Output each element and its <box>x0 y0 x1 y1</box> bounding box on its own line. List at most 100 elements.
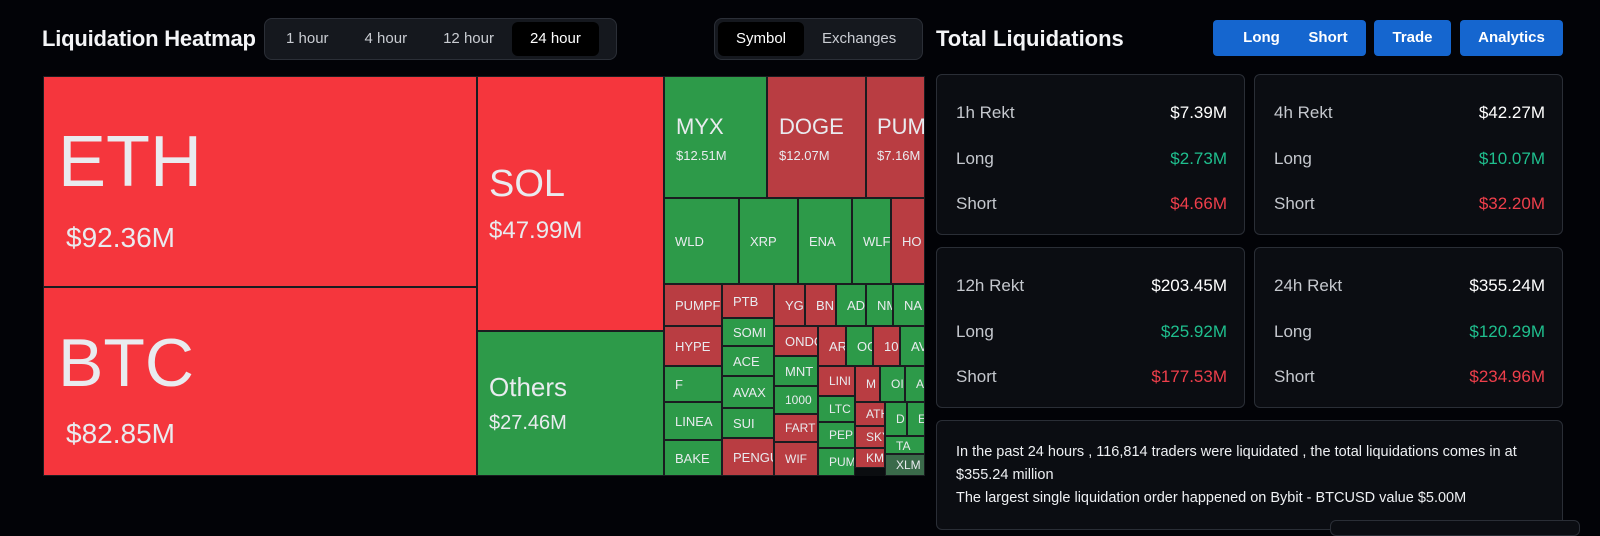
rekt-total-row: 24h Rekt $355.24M <box>1274 276 1545 298</box>
tile-ptb[interactable]: PTB <box>722 284 774 318</box>
rekt-label: 12h Rekt <box>956 276 1025 295</box>
tile-ho[interactable]: HO <box>891 198 925 284</box>
short-button[interactable]: Short <box>1290 20 1366 56</box>
tile-ar[interactable]: AR <box>818 326 846 366</box>
rekt-value: $234.96M <box>1469 367 1545 386</box>
tile-ta[interactable]: TA <box>885 436 925 454</box>
tile-pump[interactable]: PUM $7.16M <box>866 76 925 198</box>
trade-button[interactable]: Trade <box>1374 20 1451 56</box>
tile-wif[interactable]: WIF <box>774 442 818 476</box>
rekt-card-4h: 4h Rekt $42.27M Long $10.07M Short $32.20M <box>1254 74 1563 235</box>
tile-e[interactable]: E <box>907 402 925 436</box>
tile-symbol: AD <box>847 298 866 313</box>
tile-avax[interactable]: AVAX <box>722 376 774 408</box>
range-12-hour[interactable]: 12 hour <box>443 30 494 47</box>
tile-symbol: 1000 <box>785 393 812 407</box>
tile-pump-value: $7.16M <box>877 148 921 163</box>
time-range-selector: 1 hour 4 hour 12 hour 24 hour <box>264 18 617 60</box>
tile-sui[interactable]: SUI <box>722 408 774 438</box>
tile-doge[interactable]: DOGE $12.07M <box>767 76 866 198</box>
tile-1000[interactable]: 1000 <box>774 386 818 414</box>
tile-lini[interactable]: LINI <box>818 366 855 396</box>
tile-symbol: HYPE <box>675 339 711 354</box>
view-exchanges[interactable]: Exchanges <box>822 30 897 47</box>
tile-pep[interactable]: PEP <box>818 422 855 448</box>
scroll-panel-edge <box>1330 520 1580 536</box>
tile-symbol: AR <box>829 339 846 354</box>
tile-d[interactable]: D <box>885 402 907 436</box>
tile-fart[interactable]: FART <box>774 414 818 442</box>
analytics-button[interactable]: Analytics <box>1460 20 1563 56</box>
tile-symbol: LTC <box>829 402 851 416</box>
tile-ena[interactable]: ENA <box>798 198 852 284</box>
rekt-short-row: Short $177.53M <box>956 367 1227 389</box>
tile-og[interactable]: OG <box>846 326 873 366</box>
tile-yg[interactable]: YG <box>774 284 805 326</box>
tile-ltc[interactable]: LTC <box>818 396 855 422</box>
tile-nm[interactable]: NM <box>866 284 893 326</box>
rekt-label: 24h Rekt <box>1274 276 1343 295</box>
tile-bn[interactable]: BN <box>805 284 836 326</box>
rekt-short-row: Short $32.20M <box>1274 194 1545 216</box>
tile-a[interactable]: A <box>905 366 925 402</box>
range-4-hour[interactable]: 4 hour <box>364 30 408 47</box>
tile-somi[interactable]: SOMI <box>722 318 774 346</box>
view-selector: Symbol Exchanges <box>714 18 923 60</box>
tile-pum[interactable]: PUM <box>818 448 855 476</box>
tile-ondo[interactable]: ONDO <box>774 326 818 356</box>
tile-symbol: MNT <box>785 364 814 379</box>
summary-line-2: The largest single liquidation order hap… <box>956 490 1467 506</box>
tile-symbol: 10 <box>884 339 899 354</box>
tile-symbol: NA <box>904 298 923 313</box>
tile-na[interactable]: NA <box>893 284 925 326</box>
tile-ace[interactable]: ACE <box>722 346 774 376</box>
tile-wlf[interactable]: WLF <box>852 198 891 284</box>
rekt-total-row: 4h Rekt $42.27M <box>1274 103 1545 125</box>
tile-symbol: SKY <box>866 430 884 444</box>
tile-bake[interactable]: BAKE <box>664 440 722 476</box>
tile-eth[interactable]: ETH $92.36M <box>43 76 477 287</box>
rekt-value: $7.39M <box>1170 103 1227 122</box>
tile-symbol: E <box>918 412 924 426</box>
tile-symbol: BAKE <box>675 451 710 466</box>
rekt-label: 1h Rekt <box>956 103 1015 122</box>
tile-sky[interactable]: SKY <box>855 426 885 448</box>
rekt-label: Long <box>1274 322 1312 341</box>
rekt-value: $2.73M <box>1170 149 1227 168</box>
rekt-label: Long <box>1274 149 1312 168</box>
tile-m[interactable]: M <box>855 366 880 402</box>
tile-hype[interactable]: HYPE <box>664 326 722 366</box>
tile-xlm[interactable]: XLM <box>885 454 925 476</box>
tile-symbol: BN <box>816 298 835 313</box>
view-symbol[interactable]: Symbol <box>718 22 805 56</box>
rekt-label: Long <box>956 149 994 168</box>
rekt-label: Short <box>1274 194 1315 213</box>
tile-myx-symbol: MYX <box>676 114 724 139</box>
tile-symbol: PTB <box>733 294 759 309</box>
tile-symbol: PEP <box>829 428 854 442</box>
tile-f[interactable]: F <box>664 366 722 402</box>
tile-10[interactable]: 10 <box>873 326 900 366</box>
tile-av[interactable]: AV <box>900 326 925 366</box>
tile-pumpf[interactable]: PUMPF <box>664 284 722 326</box>
tile-sol[interactable]: SOL $47.99M <box>477 76 664 331</box>
tile-km[interactable]: KM <box>855 448 885 468</box>
tile-ad[interactable]: AD <box>836 284 866 326</box>
tile-mnt[interactable]: MNT <box>774 356 818 386</box>
tile-symbol: OG <box>857 339 872 354</box>
tile-xrp[interactable]: XRP <box>739 198 798 284</box>
tile-myx[interactable]: MYX $12.51M <box>664 76 767 198</box>
range-24-hour[interactable]: 24 hour <box>511 22 599 56</box>
tile-others[interactable]: Others $27.46M <box>477 331 664 476</box>
tile-symbol: AV <box>911 339 924 354</box>
tile-ath[interactable]: ATH <box>855 402 885 426</box>
tile-symbol: A <box>916 377 925 391</box>
tile-symbol: FART <box>785 421 816 435</box>
tile-linea[interactable]: LINEA <box>664 402 722 440</box>
tile-btc[interactable]: BTC $82.85M <box>43 287 477 476</box>
tile-pengu[interactable]: PENGU <box>722 438 774 476</box>
range-1-hour[interactable]: 1 hour <box>286 30 329 47</box>
rekt-label: Short <box>1274 367 1315 386</box>
tile-wld[interactable]: WLD <box>664 198 739 284</box>
tile-oi[interactable]: OI <box>880 366 905 402</box>
